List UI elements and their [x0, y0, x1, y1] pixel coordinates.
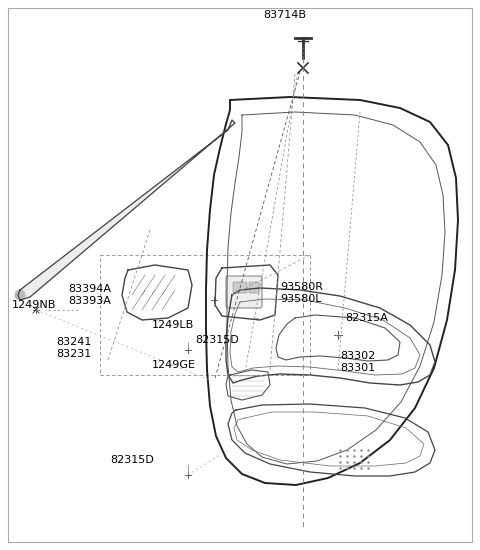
- Text: 83714B: 83714B: [264, 10, 307, 20]
- Text: 1249GE: 1249GE: [152, 360, 196, 370]
- Text: 93580R
93580L: 93580R 93580L: [280, 282, 323, 304]
- FancyBboxPatch shape: [233, 282, 247, 293]
- Text: 1249LB: 1249LB: [152, 320, 194, 330]
- FancyBboxPatch shape: [226, 276, 262, 308]
- Text: 82315D: 82315D: [195, 335, 239, 345]
- Text: 83302
83301: 83302 83301: [340, 351, 375, 373]
- Circle shape: [15, 290, 25, 300]
- Text: 83241
83231: 83241 83231: [56, 337, 91, 359]
- Text: 82315D: 82315D: [110, 455, 154, 465]
- Text: 1249NB: 1249NB: [12, 300, 56, 310]
- Bar: [100, 255, 310, 375]
- Polygon shape: [18, 120, 235, 300]
- FancyBboxPatch shape: [249, 282, 259, 293]
- Text: 82315A: 82315A: [345, 313, 388, 323]
- Text: 83394A
83393A: 83394A 83393A: [68, 284, 111, 306]
